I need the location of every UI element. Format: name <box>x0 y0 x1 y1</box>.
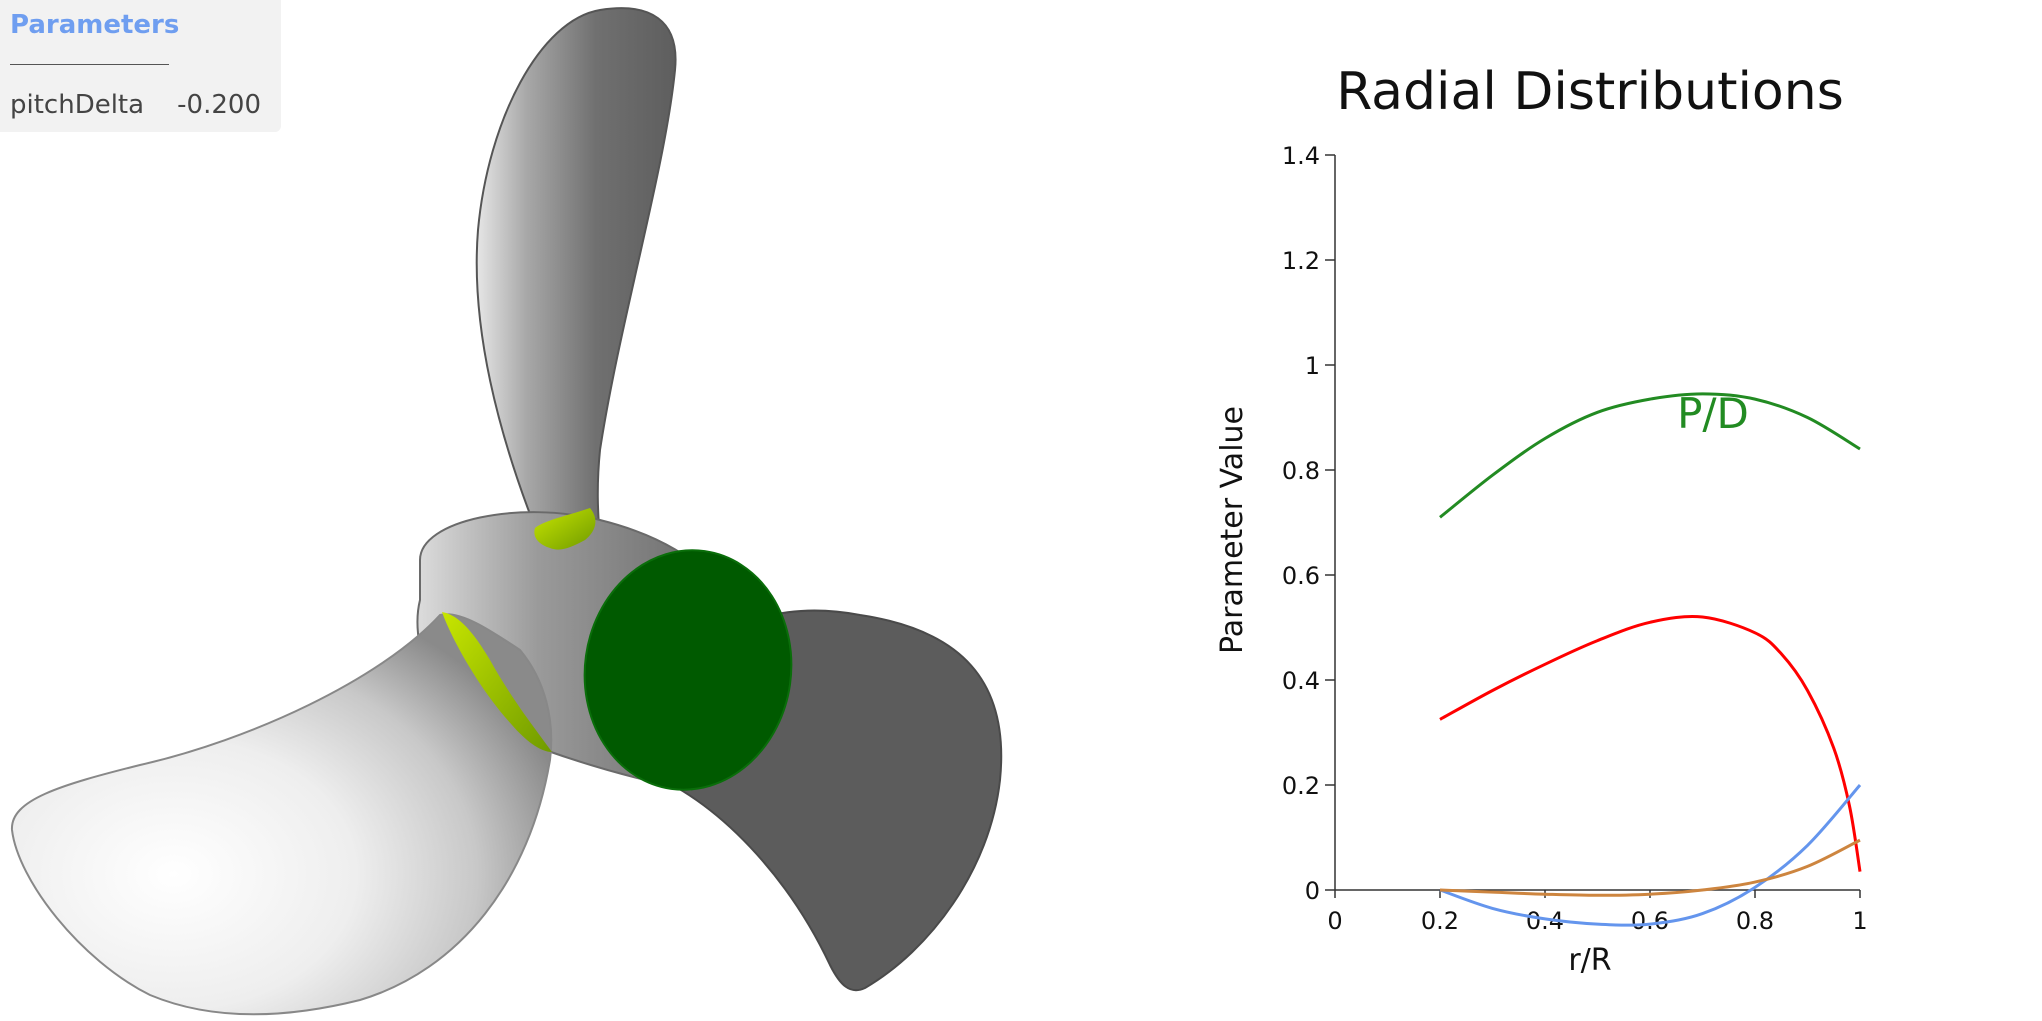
y-axis-label: Parameter Value <box>1215 406 1250 654</box>
chart-axes: 00.20.40.60.811.21.40 0.2 0.4 0.6 0.8 1 <box>1282 142 1868 935</box>
blade-root-fillet-left <box>442 612 552 752</box>
y-tick-label: 0.6 <box>1282 562 1320 590</box>
series-line-3 <box>1439 784 1862 927</box>
y-tick-label: 1 <box>1305 352 1320 380</box>
parameters-panel: Parameters pitchDelta -0.200 <box>0 0 281 132</box>
y-tick-label: 0.8 <box>1282 457 1320 485</box>
y-tick-label: 1.2 <box>1282 247 1320 275</box>
propeller-blade-top <box>475 7 677 547</box>
blade-root-fillet-top <box>534 508 596 550</box>
radial-distributions-chart: Radial Distributions Parameter Value r/R… <box>1215 62 1868 978</box>
series-annotation-label: P/D <box>1677 389 1749 438</box>
x-tick-label: 1 <box>1852 907 1867 935</box>
x-tick-label: 0.8 <box>1736 907 1774 935</box>
series-line-4 <box>1439 838 1861 897</box>
x-tick-label: 0 <box>1327 907 1342 935</box>
y-tick-label: 0 <box>1305 877 1320 905</box>
y-tick-label: 0.2 <box>1282 772 1320 800</box>
hub-face <box>583 549 793 791</box>
propeller-blade-left <box>10 613 553 1016</box>
series-line-2 <box>1439 615 1862 872</box>
series-line-1 <box>1439 392 1861 519</box>
x-axis-label: r/R <box>1568 943 1611 978</box>
y-tick-label: 1.4 <box>1282 142 1320 170</box>
x-tick-label: 0.6 <box>1631 907 1669 935</box>
parameters-panel-title: Parameters <box>10 10 180 40</box>
param-label-pitch-delta: pitchDelta <box>10 90 145 120</box>
chart-series-group: P/D <box>1439 389 1862 927</box>
y-tick-label: 0.4 <box>1282 667 1320 695</box>
propeller-3d-viewport[interactable] <box>0 0 1180 1021</box>
x-tick-label: 0.2 <box>1421 907 1459 935</box>
parameters-divider <box>10 64 169 65</box>
param-value-pitch-delta[interactable]: -0.200 <box>177 90 261 120</box>
chart-title: Radial Distributions <box>1336 62 1844 122</box>
